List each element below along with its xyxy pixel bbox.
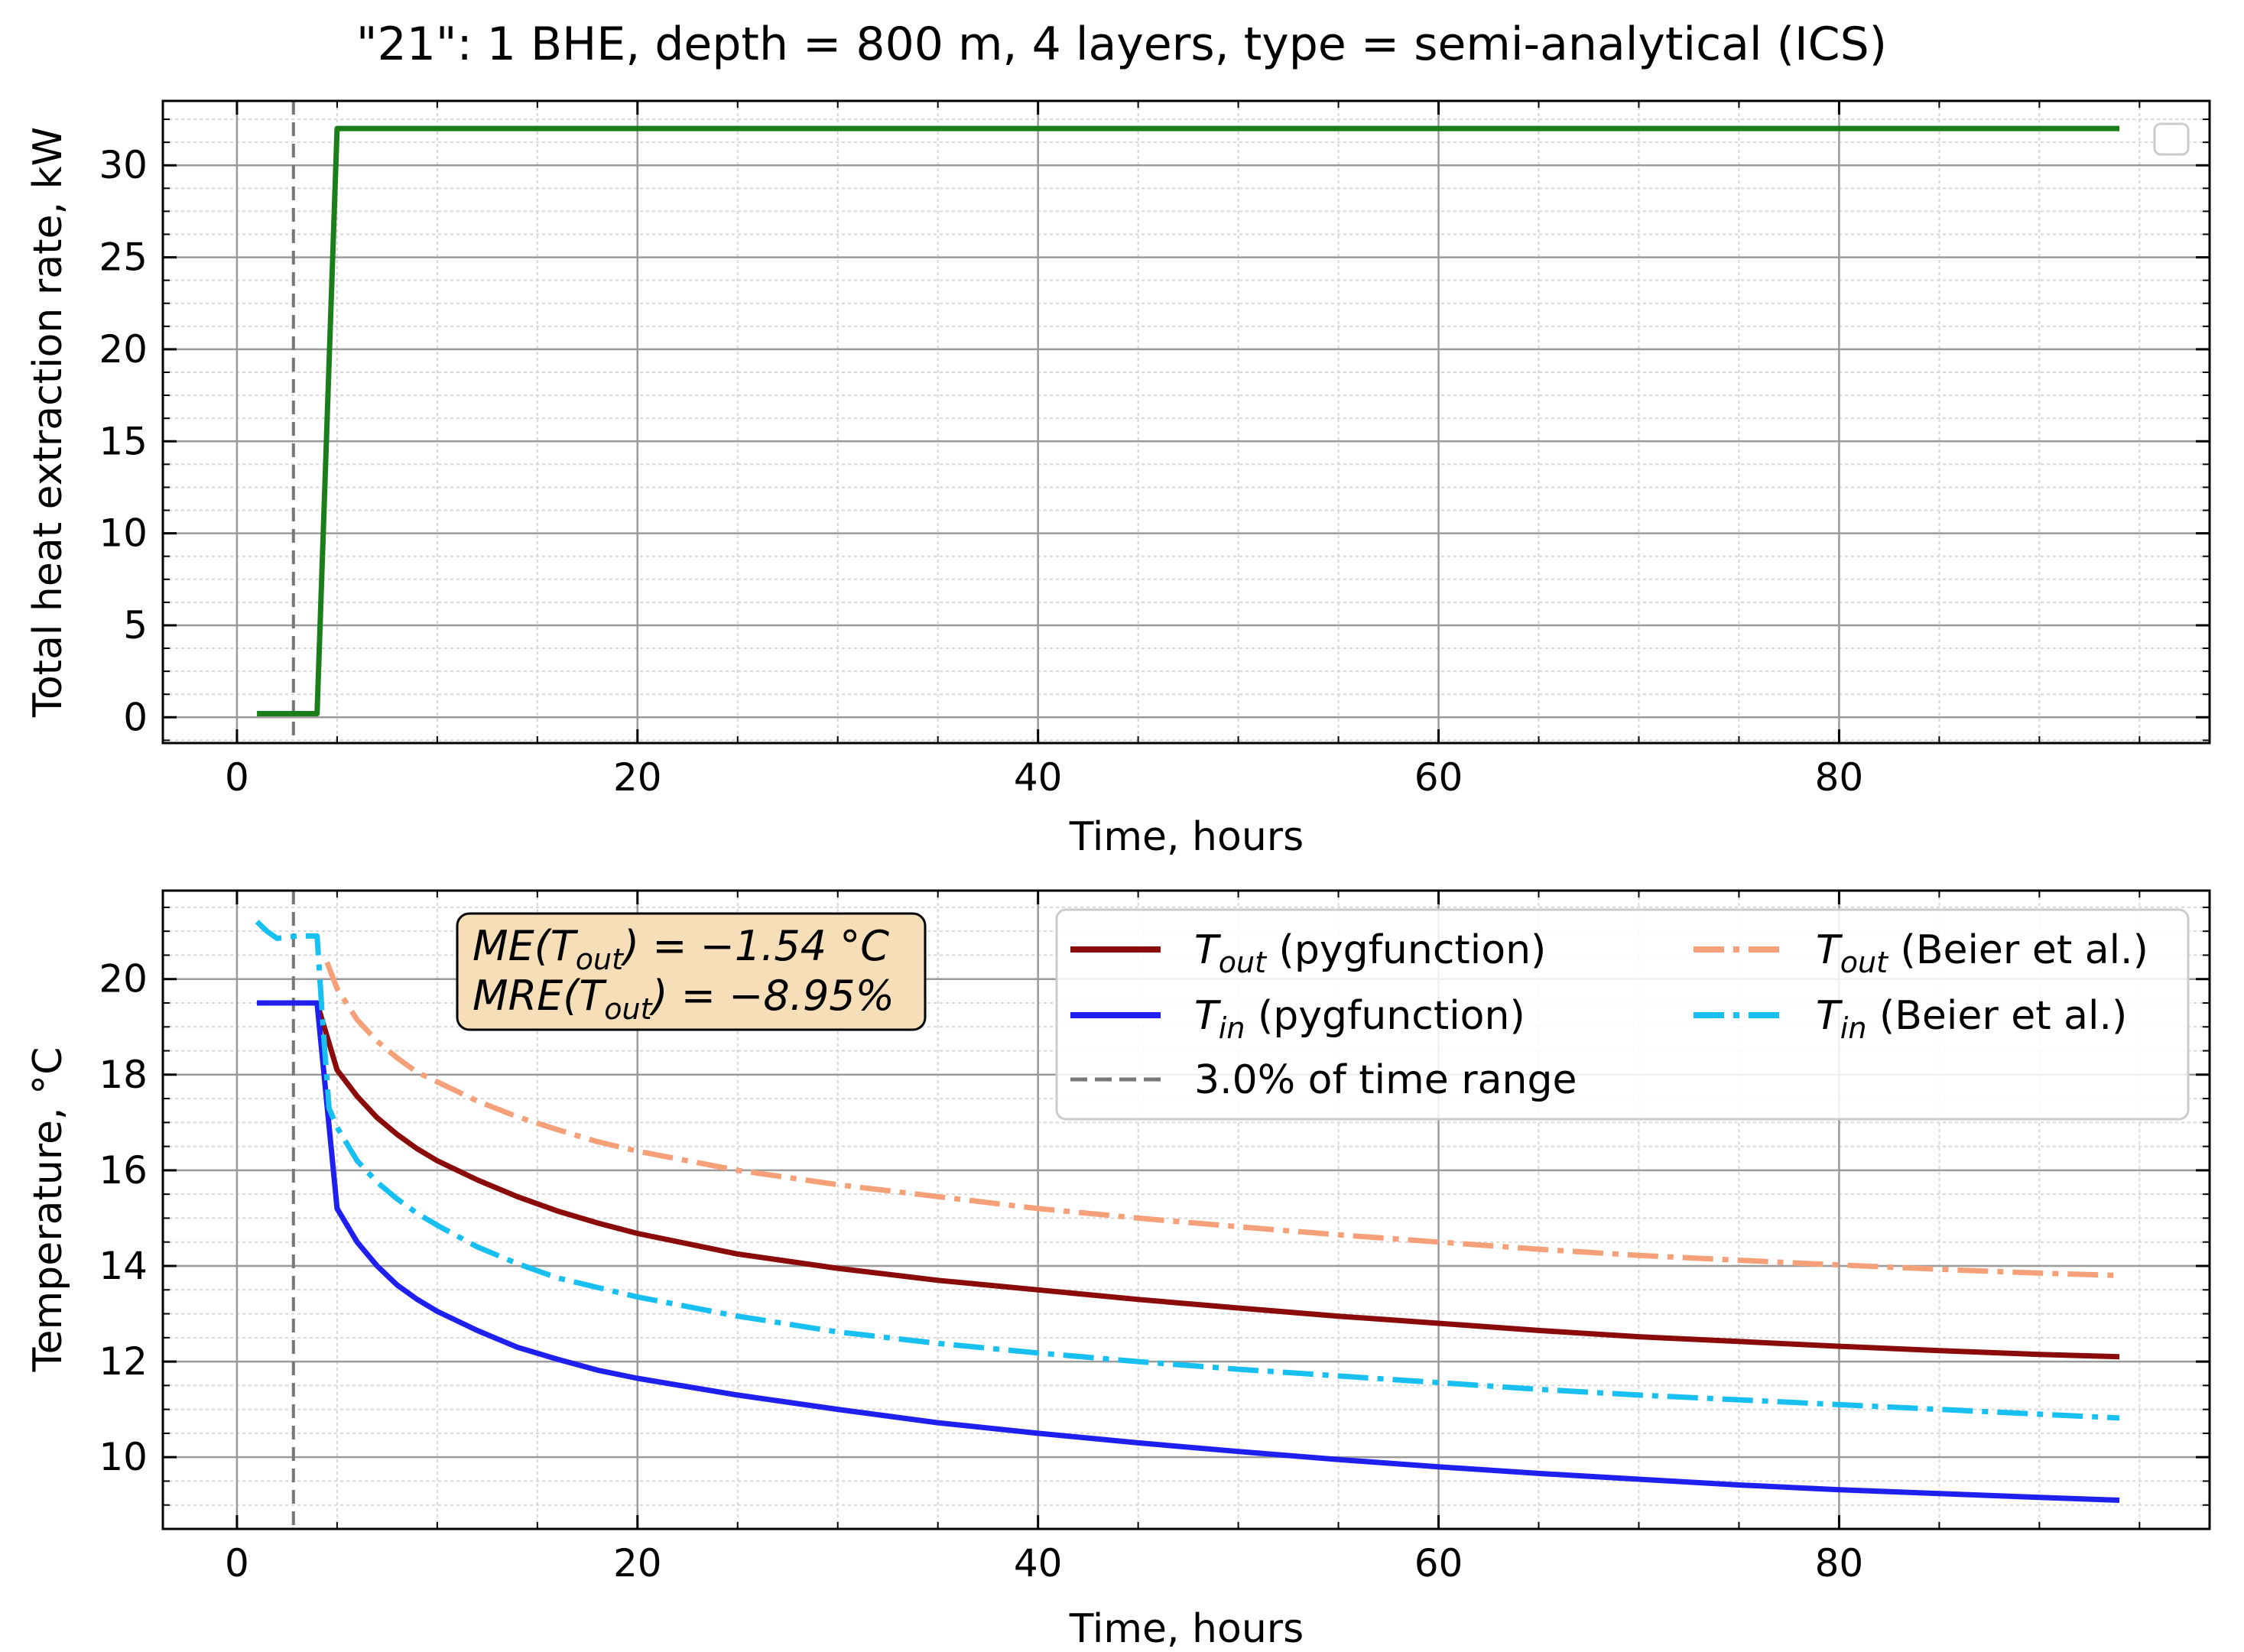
annotation-line-me: ME(Tout) = −1.54 °C — [473, 922, 889, 976]
tin-beier-line — [255, 920, 2120, 1421]
annotation-background — [456, 912, 927, 1031]
y-tick-label: 18 — [99, 1053, 148, 1097]
x-tick-label: 0 — [225, 1541, 249, 1585]
bottom-plot: 0 20 40 60 80 10 12 14 16 18 20 Time, hours Temper… — [25, 889, 2211, 1652]
y-tick-label: 12 — [99, 1339, 148, 1384]
tout-pygfunction-line — [257, 1000, 2120, 1360]
x-tick-label: 20 — [613, 755, 662, 800]
annotation-line-mre: MRE(Tout) = −8.95% — [473, 972, 895, 1026]
x-tick-label: 0 — [225, 755, 249, 800]
x-tick-label: 60 — [1414, 1541, 1463, 1585]
bottom-x-axis-label: Time, hours — [1069, 1606, 1304, 1652]
y-tick-label: 5 — [123, 603, 148, 647]
error-annotation-box: ME(Tout) = −1.54 °C MRE(Tout) = −8.95% — [456, 912, 927, 1031]
top-empty-legend — [2153, 122, 2190, 156]
top-grid — [163, 101, 2210, 743]
y-tick-label: 10 — [99, 1435, 148, 1479]
heat-extraction-rate-line — [257, 125, 2120, 716]
y-tick-label: 20 — [99, 957, 148, 1001]
x-tick-label: 60 — [1414, 755, 1463, 800]
tout-beier-line — [324, 961, 2120, 1278]
top-series — [257, 125, 2120, 716]
bottom-ticks: 0 20 40 60 80 10 12 14 16 18 20 — [99, 891, 2210, 1585]
bottom-series — [255, 920, 2120, 1503]
x-tick-label: 20 — [613, 1541, 662, 1585]
top-plot: 0 20 40 60 80 0 5 10 15 20 25 30 Time, hours Total … — [25, 99, 2211, 860]
top-x-axis-label: Time, hours — [1069, 814, 1304, 860]
y-tick-label: 20 — [99, 327, 148, 372]
y-tick-label: 10 — [99, 511, 148, 556]
top-ticks: 0 20 40 60 80 0 5 10 15 20 25 30 — [99, 101, 2210, 800]
y-tick-label: 0 — [123, 695, 148, 739]
x-tick-label: 80 — [1815, 755, 1864, 800]
y-tick-label: 30 — [99, 143, 148, 187]
legend-label-vline: 3.0% of time range — [1194, 1057, 1577, 1103]
tin-pygfunction-line — [257, 1000, 2120, 1503]
legend-label-tout-beier: Tout (Beier et al.) — [1816, 927, 2148, 979]
top-plot-frame — [161, 99, 2211, 745]
legend-label-tin-pyg: Tin (pygfunction) — [1194, 993, 1525, 1045]
bottom-y-axis-label: Temperature, °C — [25, 1047, 71, 1373]
chart-title: "21": 1 BHE, depth = 800 m, 4 layers, ty… — [356, 18, 1887, 71]
x-tick-label: 40 — [1014, 1541, 1063, 1585]
top-y-axis-label: Total heat extraction rate, kW — [25, 127, 71, 718]
legend-label-tin-beier: Tin (Beier et al.) — [1816, 993, 2127, 1045]
y-tick-label: 15 — [99, 419, 148, 463]
x-tick-label: 80 — [1815, 1541, 1864, 1585]
y-tick-label: 16 — [99, 1148, 148, 1193]
legend-frame — [1055, 908, 2190, 1121]
y-tick-label: 25 — [99, 235, 148, 280]
y-tick-label: 14 — [99, 1244, 148, 1288]
bottom-plot-frame — [161, 889, 2211, 1530]
legend-label-tout-pyg: Tout (pygfunction) — [1194, 927, 1546, 979]
x-tick-label: 40 — [1014, 755, 1063, 800]
bottom-legend: Tout (pygfunction) Tin (pygfunction) 3.0… — [1055, 908, 2190, 1121]
